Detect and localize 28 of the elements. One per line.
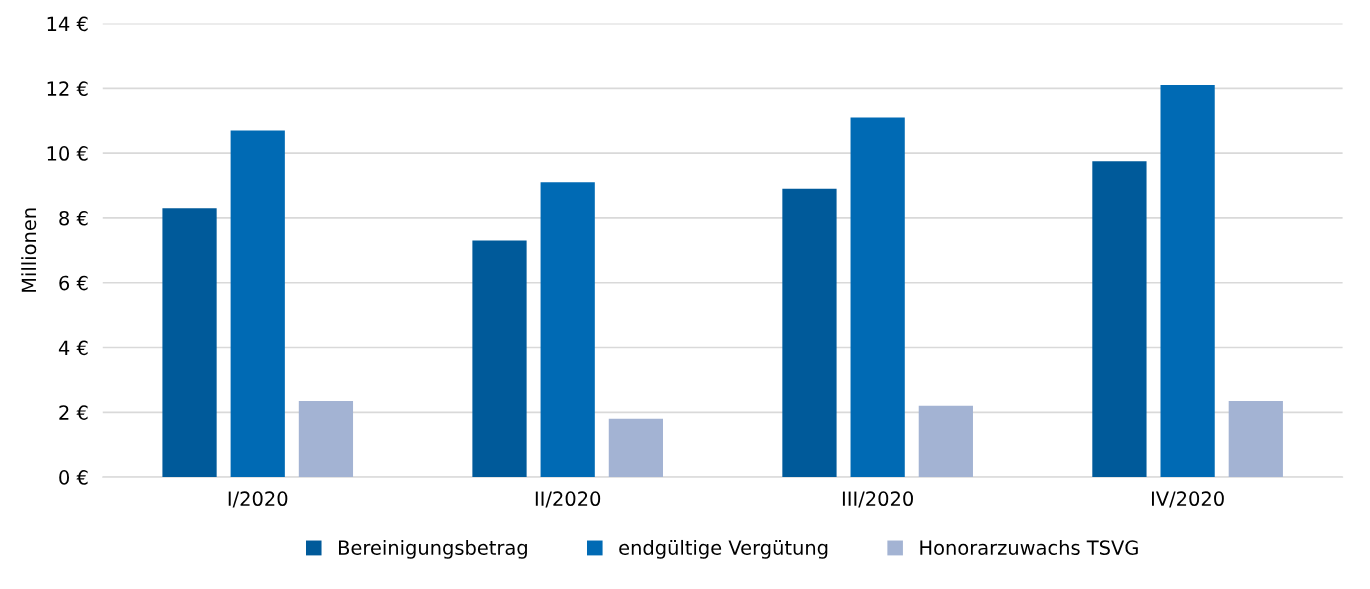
bar [230, 130, 285, 478]
legend-label: Honorarzuwachs TSVG [920, 539, 1138, 555]
y-tick-label: 4 € [58, 340, 88, 356]
y-tick-label: 14 € [47, 16, 88, 32]
y-tick-label: 10 € [47, 146, 88, 161]
x-tick-label: IV/2020 [1151, 491, 1224, 508]
bar [782, 188, 837, 478]
bar [1160, 85, 1215, 478]
bar [1092, 161, 1147, 478]
bar [540, 182, 595, 478]
y-tick-label: 8 € [59, 210, 88, 226]
bar [472, 240, 527, 478]
bar [162, 208, 217, 478]
x-tick-label: III/2020 [842, 491, 913, 508]
legend-label: Bereinigungsbetrag [338, 539, 527, 559]
x-tick-label: II/2020 [535, 491, 601, 508]
y-tick-label: 0 € [59, 470, 88, 485]
legend-label: endgültige Vergütung [619, 539, 828, 559]
y-tick-label: 2 € [59, 405, 88, 420]
bar [1228, 400, 1283, 478]
bar [298, 400, 354, 478]
bar [608, 418, 664, 478]
bar [918, 405, 973, 478]
y-tick-label: 6 € [59, 275, 88, 291]
bar [850, 117, 905, 478]
x-tick-label: I/2020 [228, 491, 288, 508]
y-tick-label: 12 € [47, 81, 88, 97]
y-axis-title: Millionen [21, 208, 37, 292]
